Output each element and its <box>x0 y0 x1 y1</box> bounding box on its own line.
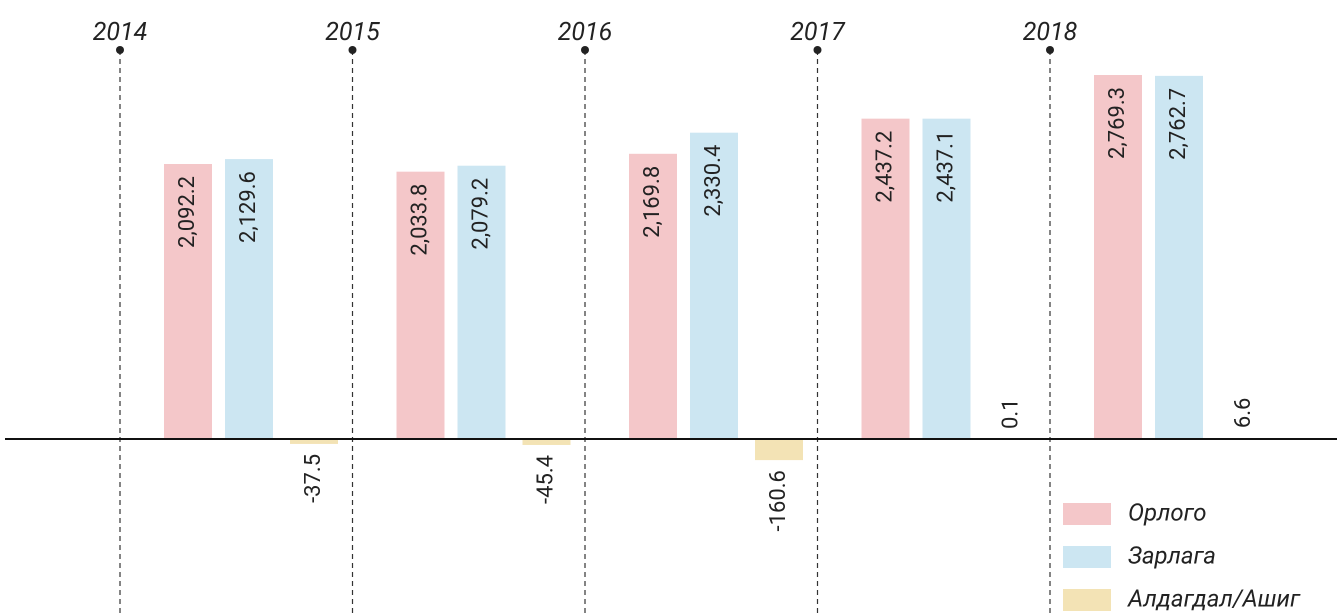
divider-dot <box>581 46 589 54</box>
bar <box>755 439 803 461</box>
bar <box>396 171 445 439</box>
value-label: 2,769.3 <box>1105 87 1130 159</box>
x-tick-label: 2015 <box>325 18 380 47</box>
value-label: 2,330.4 <box>701 145 726 217</box>
bar <box>522 439 571 445</box>
bar <box>629 153 677 439</box>
x-tick-label: 2016 <box>558 18 613 47</box>
x-tick-label: 2018 <box>1023 18 1078 47</box>
x-tick-label: 2014 <box>93 18 148 47</box>
x-tick-label: 2017 <box>790 18 846 47</box>
divider-dot <box>1046 46 1054 54</box>
legend-swatch <box>1063 503 1111 525</box>
bar <box>457 165 506 439</box>
value-label: 2,092.2 <box>175 176 200 248</box>
value-label: 2,169.8 <box>640 166 665 238</box>
value-label: 2,079.2 <box>468 178 493 250</box>
divider-dot <box>116 46 124 54</box>
bar <box>164 163 212 439</box>
bar <box>1094 75 1142 439</box>
value-label: -160.6 <box>766 470 791 531</box>
value-label: 0.1 <box>998 398 1023 429</box>
value-label: -45.4 <box>533 455 558 504</box>
legend-swatch <box>1063 546 1111 568</box>
value-label: 2,762.7 <box>1166 88 1191 160</box>
bar <box>1155 75 1203 440</box>
value-label: 6.6 <box>1231 398 1256 429</box>
bar <box>290 439 338 444</box>
divider-dot <box>348 46 357 54</box>
bar <box>690 132 738 440</box>
legend-label: Орлого <box>1128 498 1206 526</box>
divider-dot <box>813 46 822 54</box>
legend-label: Алдагдал/Ашиг <box>1127 584 1301 612</box>
value-label: -37.5 <box>301 454 326 503</box>
value-label: 2,033.8 <box>407 184 432 256</box>
value-label: 2,437.2 <box>872 131 897 203</box>
bar <box>225 159 273 439</box>
bar <box>922 118 971 440</box>
bar <box>861 118 910 439</box>
legend-label: Зарлага <box>1128 541 1216 569</box>
legend-swatch <box>1063 589 1111 611</box>
value-label: 2,129.6 <box>236 171 261 243</box>
value-label: 2,437.1 <box>933 131 958 203</box>
